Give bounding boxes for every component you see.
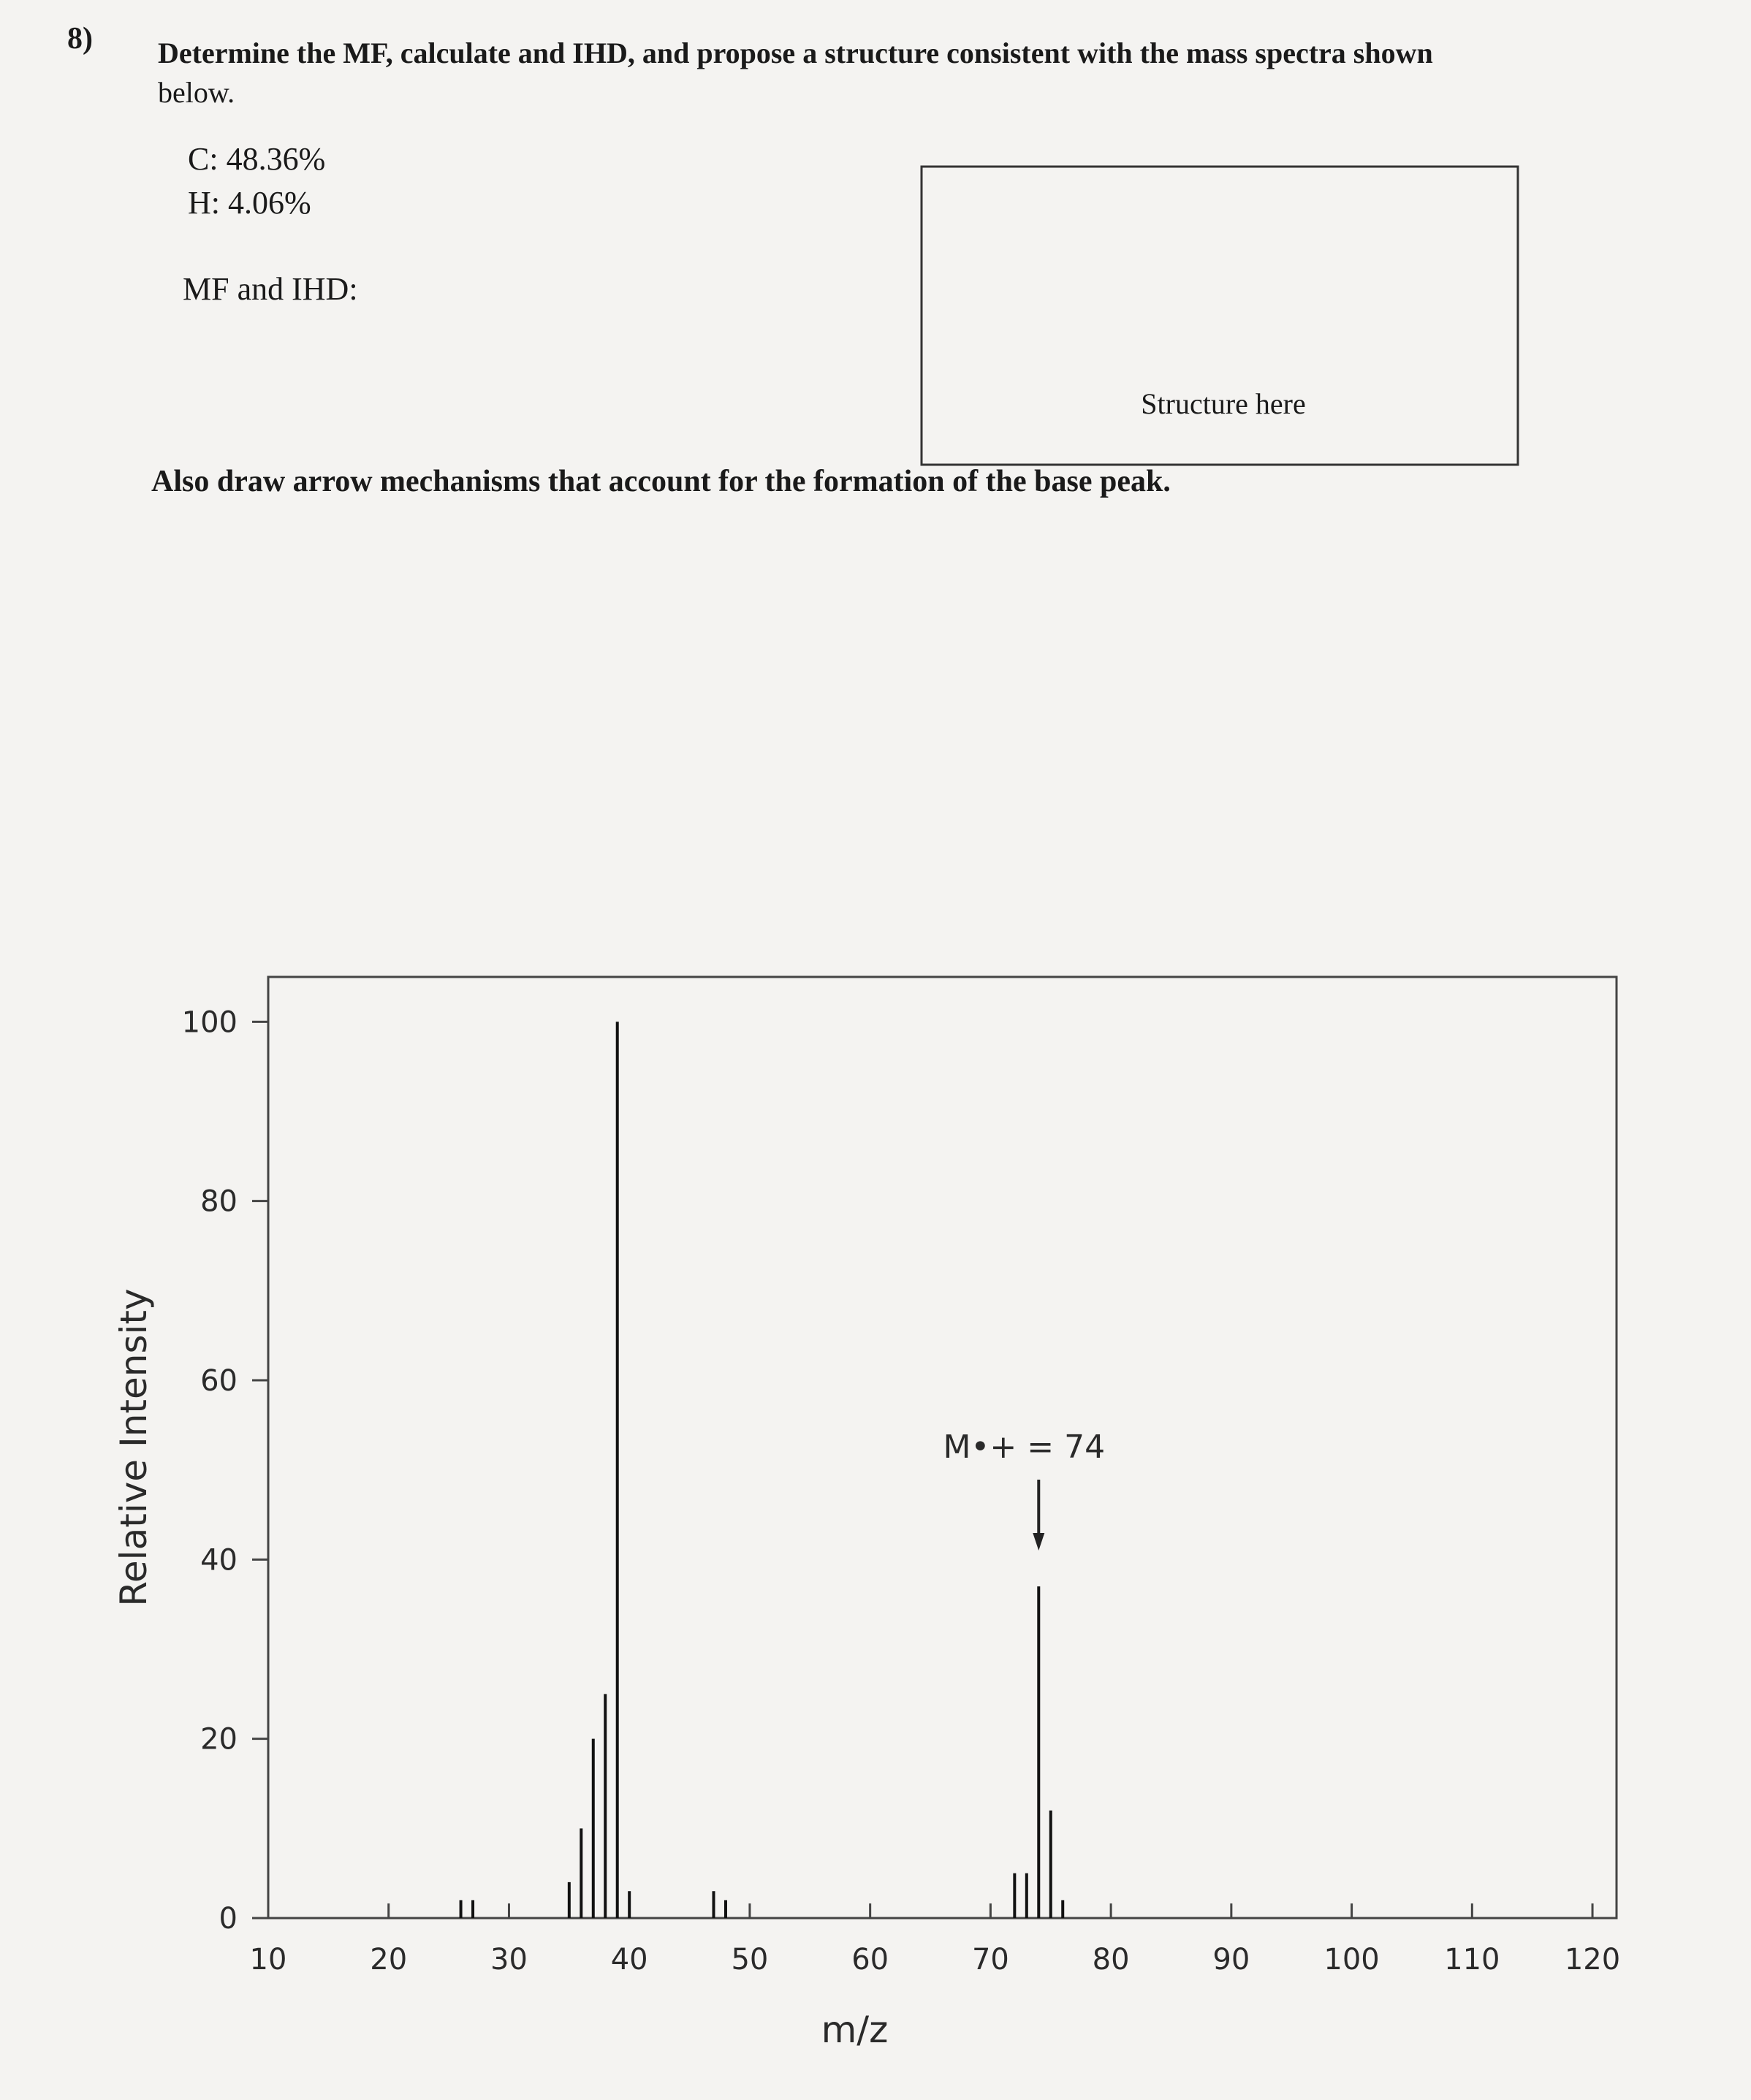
mechanism-instruction: Also draw arrow mechanisms that account … xyxy=(151,465,1171,498)
x-tick-label: 40 xyxy=(611,1943,648,1977)
x-tick-label: 10 xyxy=(250,1943,287,1977)
x-tick-label: 100 xyxy=(1323,1943,1379,1977)
x-axis-label: m/z xyxy=(821,2009,889,2051)
x-tick-label: 60 xyxy=(851,1943,889,1977)
composition-item: C: 48.36% xyxy=(188,141,325,177)
y-tick-label: 40 xyxy=(200,1543,238,1577)
question-text: below. xyxy=(158,76,235,109)
structure-box-label: Structure here xyxy=(1141,387,1305,420)
x-tick-label: 20 xyxy=(370,1943,407,1977)
composition-item: H: 4.06% xyxy=(188,185,311,221)
y-axis-label: Relative Intensity xyxy=(113,1288,155,1606)
x-tick-label: 30 xyxy=(490,1943,528,1977)
y-tick-label: 80 xyxy=(200,1185,238,1219)
x-tick-label: 50 xyxy=(731,1943,768,1977)
y-tick-label: 100 xyxy=(182,1005,238,1039)
mf-ihd-label: MF and IHD: xyxy=(183,271,358,307)
structure-box xyxy=(920,165,1519,466)
x-tick-label: 80 xyxy=(1093,1943,1130,1977)
y-tick-label: 20 xyxy=(200,1723,238,1757)
plot-frame xyxy=(267,975,1618,1920)
y-tick-label: 0 xyxy=(219,1902,238,1936)
annotation-arrowhead xyxy=(1033,1533,1045,1551)
mass-spectrum: 0 20 40 60 80 100 10 20 30 40 50 60 70 80 90 100 110 120 m… xyxy=(113,975,1620,2051)
x-tick-label: 120 xyxy=(1565,1943,1620,1977)
molecular-ion-annotation: M•+ = 74 xyxy=(943,1428,1105,1466)
question-text: Determine the MF, calculate and IHD, and… xyxy=(158,37,1433,69)
x-tick-label: 70 xyxy=(972,1943,1009,1977)
x-tick-label: 110 xyxy=(1444,1943,1500,1977)
question-number: 8) xyxy=(67,22,93,56)
x-tick-label: 90 xyxy=(1212,1943,1250,1977)
y-tick-label: 60 xyxy=(200,1364,238,1398)
